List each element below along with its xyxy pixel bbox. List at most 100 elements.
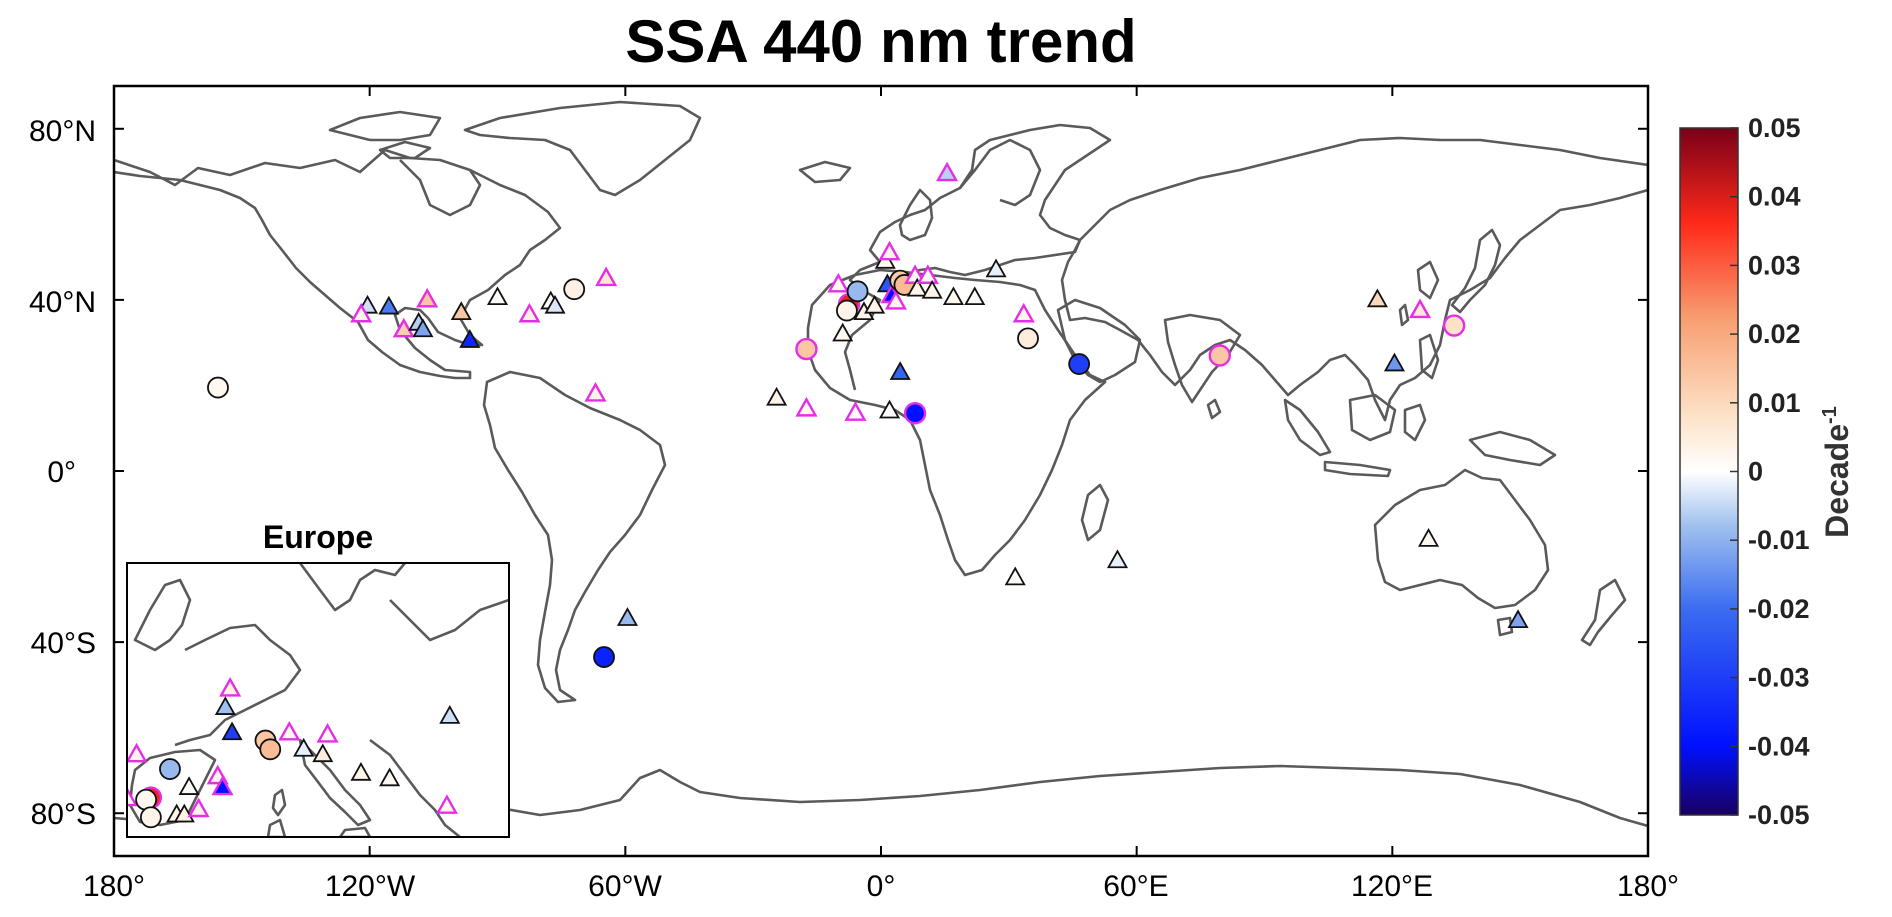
coast-britain bbox=[898, 188, 934, 242]
site-triangle-54 bbox=[1366, 288, 1388, 308]
inset-site-triangle-0 bbox=[127, 742, 148, 763]
x-tick-label-6: 180° bbox=[1617, 870, 1679, 903]
inset-site-triangle-23 bbox=[435, 794, 458, 814]
colorbar-tick-label-0: 0.05 bbox=[1748, 113, 1801, 143]
site-triangle-19 bbox=[766, 386, 788, 406]
coast-hudson-bay bbox=[399, 159, 482, 217]
site-triangle-59 bbox=[1507, 609, 1529, 629]
site-triangle-56 bbox=[1408, 298, 1432, 319]
y-tick-label-3: 40°S bbox=[31, 627, 96, 660]
coast-south-america bbox=[482, 370, 667, 704]
coast-iceland bbox=[798, 160, 852, 184]
coast-greenland bbox=[463, 100, 702, 197]
site-triangle-16 bbox=[584, 381, 607, 402]
colorbar-tick-label-4: 0.01 bbox=[1748, 388, 1801, 418]
inset-coast-baltic bbox=[389, 598, 509, 642]
x-tick-label-0: 180° bbox=[83, 870, 145, 903]
site-circle-14 bbox=[563, 278, 586, 301]
coast-new-zealand bbox=[1580, 578, 1627, 647]
coast-india bbox=[1163, 313, 1242, 404]
coast-asia bbox=[1060, 136, 1648, 422]
inset-site-circle-4 bbox=[139, 806, 162, 829]
y-tick-label-0: 80°N bbox=[29, 115, 96, 148]
inset-site-triangle-22 bbox=[379, 767, 401, 787]
site-circle-0 bbox=[207, 376, 229, 399]
x-tick-label-2: 60°W bbox=[588, 870, 662, 903]
inset-site-triangle-14 bbox=[221, 721, 243, 741]
coast-sulawesi bbox=[1403, 403, 1427, 442]
inset-site-triangle-18 bbox=[293, 737, 315, 757]
inset-coast-sicily bbox=[338, 826, 372, 837]
inset-site-circle-5 bbox=[159, 758, 181, 780]
coast-madagascar bbox=[1080, 483, 1110, 542]
site-triangle-42 bbox=[916, 264, 939, 284]
y-tick-label-2: 0° bbox=[47, 456, 76, 489]
site-triangle-58 bbox=[1418, 528, 1440, 547]
site-triangle-47 bbox=[985, 258, 1007, 278]
site-circle-51 bbox=[1068, 353, 1091, 375]
colorbar-tick-label-8: -0.03 bbox=[1748, 663, 1810, 693]
coast-scandinavia bbox=[959, 138, 1042, 207]
site-triangle-8 bbox=[450, 301, 472, 321]
site-triangle-13 bbox=[544, 294, 566, 314]
inset-site-circle-16 bbox=[259, 738, 282, 761]
site-triangle-3 bbox=[350, 302, 373, 323]
y-axis: 80°N 40°N 0° 40°S 80°S bbox=[29, 115, 1648, 831]
site-triangle-32 bbox=[878, 240, 901, 261]
site-triangle-22 bbox=[832, 322, 854, 342]
site-triangle-7 bbox=[416, 287, 439, 308]
site-triangle-52 bbox=[1106, 549, 1129, 569]
site-triangle-18 bbox=[616, 607, 639, 626]
site-circle-17 bbox=[593, 646, 615, 668]
colorbar-tick-label-5: 0 bbox=[1748, 457, 1763, 487]
colorbar-gradient bbox=[1679, 127, 1739, 816]
inset-coast-balkans bbox=[369, 738, 461, 837]
site-triangle-23 bbox=[827, 272, 850, 293]
coast-sumatra bbox=[1283, 398, 1332, 457]
inset-site-triangle-12 bbox=[219, 676, 242, 697]
site-triangle-35 bbox=[884, 289, 907, 310]
coast-borneo bbox=[1348, 393, 1397, 442]
colorbar-tick-label-7: -0.02 bbox=[1748, 594, 1810, 624]
colorbar-tick-label-1: 0.04 bbox=[1748, 182, 1801, 212]
colorbar-tick-label-10: -0.05 bbox=[1748, 800, 1810, 830]
inset-coast-france bbox=[174, 623, 302, 747]
inset-site-triangle-1 bbox=[127, 786, 139, 807]
coast-new-guinea bbox=[1468, 430, 1557, 467]
site-triangle-26 bbox=[844, 401, 867, 421]
site-triangle-15 bbox=[595, 266, 618, 287]
coast-australia bbox=[1373, 468, 1550, 610]
europe-inset: Europe bbox=[126, 519, 510, 838]
colorbar: 0.05 0.04 0.03 0.02 0.01 0 -0.01 -0.02 -0.03 -0.0… bbox=[1679, 113, 1855, 830]
site-circle-25 bbox=[836, 299, 858, 322]
y-tick-label-4: 80°S bbox=[31, 798, 96, 831]
chart-title: SSA 440 nm trend bbox=[625, 8, 1136, 75]
coast-korea bbox=[1416, 260, 1440, 300]
site-triangle-21 bbox=[795, 396, 818, 417]
x-axis: 180° 120°W 60°W 0° 60°E 120°E 180° bbox=[83, 86, 1679, 903]
coast-tasmania bbox=[1496, 616, 1514, 637]
site-triangle-38 bbox=[889, 361, 911, 380]
x-tick-label-1: 120°W bbox=[325, 870, 416, 903]
coast-sri-lanka bbox=[1206, 398, 1222, 420]
coast-java bbox=[1323, 460, 1392, 478]
colorbar-tick-label-2: 0.03 bbox=[1748, 250, 1801, 280]
inset-site-markers bbox=[127, 676, 461, 829]
inset-coast-scandinavia bbox=[298, 563, 406, 612]
site-triangle-4 bbox=[392, 317, 415, 338]
site-triangle-46 bbox=[964, 286, 986, 306]
site-triangle-43 bbox=[921, 279, 943, 299]
inset-coast-corsica bbox=[271, 788, 287, 817]
coast-philippines bbox=[1418, 333, 1440, 380]
inset-site-triangle-19 bbox=[312, 743, 334, 763]
coast-japan bbox=[1450, 228, 1502, 314]
site-circle-41 bbox=[903, 402, 927, 425]
site-triangle-29 bbox=[864, 294, 886, 314]
site-triangle-11 bbox=[518, 302, 541, 323]
inset-site-triangle-17 bbox=[278, 720, 301, 741]
site-triangle-45 bbox=[942, 286, 964, 306]
inset-coast-italy bbox=[298, 738, 372, 827]
inset-site-triangle-6 bbox=[178, 776, 200, 795]
inset-site-triangle-9 bbox=[187, 797, 210, 818]
